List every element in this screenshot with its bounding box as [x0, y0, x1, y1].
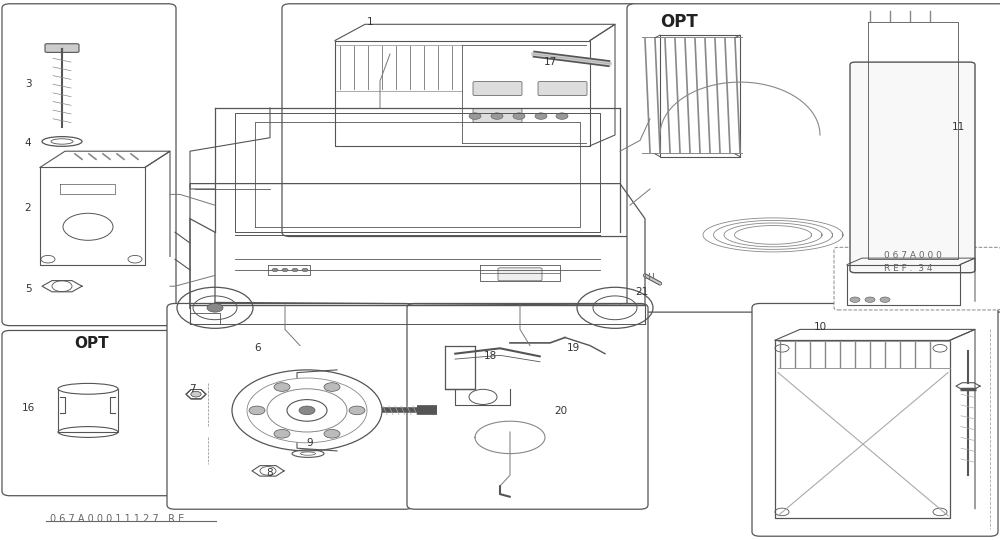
- Circle shape: [469, 113, 481, 119]
- Circle shape: [292, 268, 298, 272]
- FancyBboxPatch shape: [850, 62, 975, 273]
- Text: 6: 6: [255, 343, 261, 353]
- Text: 4: 4: [25, 138, 31, 148]
- Circle shape: [349, 406, 365, 415]
- FancyBboxPatch shape: [407, 303, 648, 509]
- Circle shape: [274, 429, 290, 438]
- FancyBboxPatch shape: [2, 330, 176, 496]
- FancyBboxPatch shape: [167, 303, 413, 509]
- Circle shape: [191, 392, 201, 397]
- Text: 20: 20: [554, 407, 568, 416]
- FancyBboxPatch shape: [45, 44, 79, 52]
- Text: 17: 17: [543, 57, 557, 67]
- Circle shape: [324, 383, 340, 391]
- FancyBboxPatch shape: [473, 109, 522, 123]
- Text: 9: 9: [307, 438, 313, 448]
- Text: 0 6 7 A 0 0 0
R E F .  3 4: 0 6 7 A 0 0 0 R E F . 3 4: [884, 251, 942, 273]
- Text: OPT: OPT: [75, 336, 109, 352]
- Circle shape: [207, 303, 223, 312]
- Circle shape: [865, 297, 875, 302]
- Circle shape: [556, 113, 568, 119]
- Text: 19: 19: [566, 343, 580, 353]
- Circle shape: [191, 392, 201, 397]
- Circle shape: [850, 297, 860, 302]
- FancyBboxPatch shape: [752, 303, 998, 536]
- Circle shape: [880, 297, 890, 302]
- FancyBboxPatch shape: [473, 82, 522, 96]
- Circle shape: [299, 406, 315, 415]
- Text: 16: 16: [21, 403, 35, 413]
- Text: 0 6 7 A 0 0 0 1 1 1 2 7   R E: 0 6 7 A 0 0 0 1 1 1 2 7 R E: [50, 515, 184, 524]
- FancyBboxPatch shape: [2, 4, 176, 326]
- FancyBboxPatch shape: [538, 82, 587, 96]
- Circle shape: [282, 268, 288, 272]
- Text: 5: 5: [25, 284, 31, 294]
- Text: 7: 7: [189, 384, 195, 394]
- Text: OPT: OPT: [660, 12, 698, 31]
- Text: 8: 8: [267, 468, 273, 477]
- FancyBboxPatch shape: [498, 268, 542, 281]
- Circle shape: [324, 429, 340, 438]
- Circle shape: [272, 268, 278, 272]
- Circle shape: [249, 406, 265, 415]
- Text: 3: 3: [25, 79, 31, 89]
- Circle shape: [491, 113, 503, 119]
- FancyBboxPatch shape: [834, 247, 1000, 310]
- Text: 10: 10: [813, 322, 827, 332]
- FancyBboxPatch shape: [627, 4, 1000, 312]
- Circle shape: [535, 113, 547, 119]
- Circle shape: [513, 113, 525, 119]
- Circle shape: [274, 383, 290, 391]
- Circle shape: [191, 392, 201, 397]
- Text: 11: 11: [951, 122, 965, 132]
- Text: 2: 2: [25, 203, 31, 213]
- Text: 21: 21: [635, 287, 649, 296]
- Text: 18: 18: [483, 352, 497, 361]
- Text: 1: 1: [367, 17, 373, 26]
- Circle shape: [302, 268, 308, 272]
- FancyBboxPatch shape: [282, 4, 638, 237]
